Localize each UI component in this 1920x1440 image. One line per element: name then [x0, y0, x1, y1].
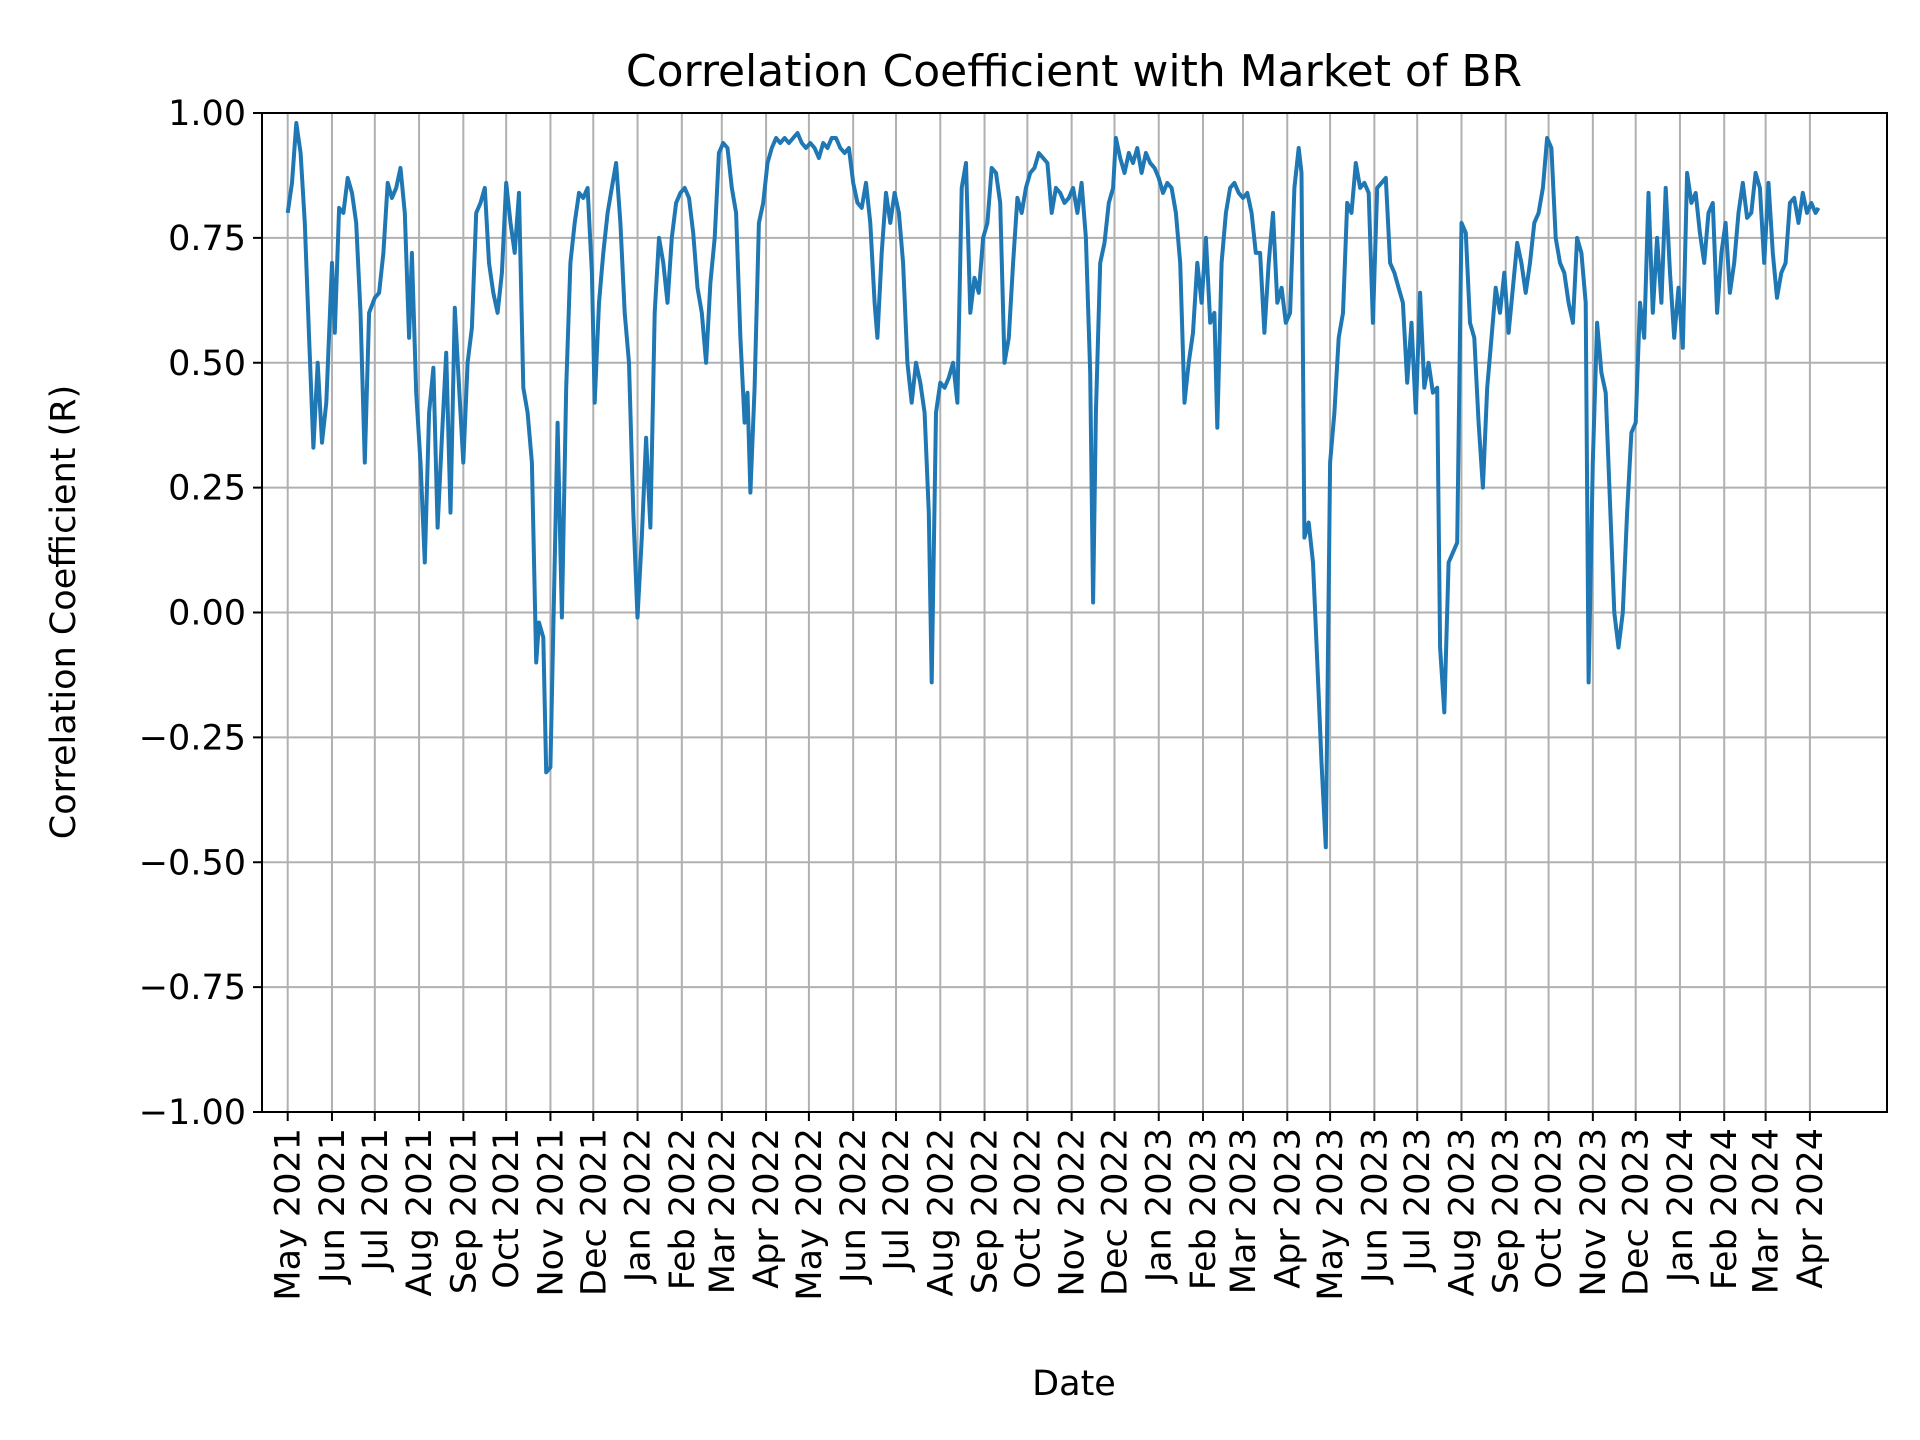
x-tick-label: Nov 2023 — [1574, 1128, 1614, 1297]
x-tick-label: May 2023 — [1311, 1128, 1351, 1301]
x-tick-label: May 2021 — [269, 1128, 309, 1301]
x-axis-ticks: May 2021 Jun 2021 Jul 2021 Aug 2021 Sep 2021… — [269, 1112, 1831, 1301]
y-tick-label: 0.25 — [168, 469, 246, 509]
x-tick-label: Apr 2024 — [1791, 1128, 1831, 1289]
x-tick-label: Jun 2022 — [834, 1128, 874, 1285]
y-axis-ticks: 1.00 0.75 0.50 0.25 0.00 −0.25 −0.50 −0.75 −1.00 — [139, 94, 262, 1133]
x-tick-label: Jan 2024 — [1661, 1128, 1701, 1284]
x-tick-label: Nov 2022 — [1053, 1128, 1093, 1297]
y-axis-label: Correlation Coefficient (R) — [44, 385, 84, 840]
x-tick-label: Apr 2022 — [747, 1128, 787, 1289]
x-axis-label: Date — [1032, 1364, 1116, 1404]
x-tick-label: Jun 2023 — [1355, 1128, 1395, 1285]
y-tick-label: 1.00 — [168, 94, 246, 134]
x-tick-label: Nov 2021 — [531, 1128, 571, 1297]
x-tick-label: Jul 2023 — [1398, 1128, 1438, 1272]
x-tick-label: Jun 2021 — [313, 1128, 353, 1285]
x-tick-label: Dec 2022 — [1095, 1128, 1135, 1296]
x-tick-label: Dec 2021 — [574, 1128, 614, 1296]
x-tick-label: Sep 2021 — [444, 1128, 484, 1294]
x-tick-label: Feb 2022 — [663, 1128, 703, 1290]
x-tick-label: Sep 2022 — [966, 1128, 1006, 1294]
x-tick-label: Oct 2023 — [1530, 1128, 1570, 1289]
x-tick-label: Jul 2022 — [877, 1128, 917, 1272]
x-tick-label: Aug 2022 — [921, 1128, 961, 1297]
chart-title: Correlation Coefficient with Market of B… — [626, 46, 1522, 97]
x-tick-label: Feb 2024 — [1705, 1128, 1745, 1290]
x-tick-label: Mar 2022 — [703, 1128, 743, 1294]
x-tick-label: Feb 2023 — [1184, 1128, 1224, 1290]
y-tick-label: 0.00 — [168, 594, 246, 634]
x-tick-label: Aug 2023 — [1442, 1128, 1482, 1297]
series-layer — [285, 121, 1821, 850]
series-line-0 — [285, 121, 1821, 850]
y-tick-label: −0.75 — [139, 968, 246, 1008]
x-tick-label: Oct 2022 — [1008, 1128, 1048, 1289]
y-tick-label: −0.50 — [139, 843, 246, 883]
x-tick-label: Jan 2023 — [1140, 1128, 1180, 1284]
x-tick-label: Mar 2023 — [1224, 1128, 1264, 1294]
x-tick-label: Oct 2021 — [487, 1128, 527, 1289]
x-tick-label: Apr 2023 — [1268, 1128, 1308, 1289]
y-tick-label: 0.75 — [168, 219, 246, 259]
x-tick-label: Sep 2023 — [1487, 1128, 1527, 1294]
y-tick-label: 0.50 — [168, 344, 246, 384]
x-tick-label: Jul 2021 — [356, 1128, 396, 1272]
y-tick-label: −1.00 — [139, 1093, 246, 1133]
x-tick-label: May 2022 — [790, 1128, 830, 1301]
y-tick-label: −0.25 — [139, 718, 246, 758]
x-tick-label: Mar 2024 — [1747, 1128, 1787, 1294]
x-tick-label: Aug 2021 — [400, 1128, 440, 1297]
x-tick-label: Dec 2023 — [1617, 1128, 1657, 1296]
x-tick-label: Jan 2022 — [619, 1128, 659, 1284]
